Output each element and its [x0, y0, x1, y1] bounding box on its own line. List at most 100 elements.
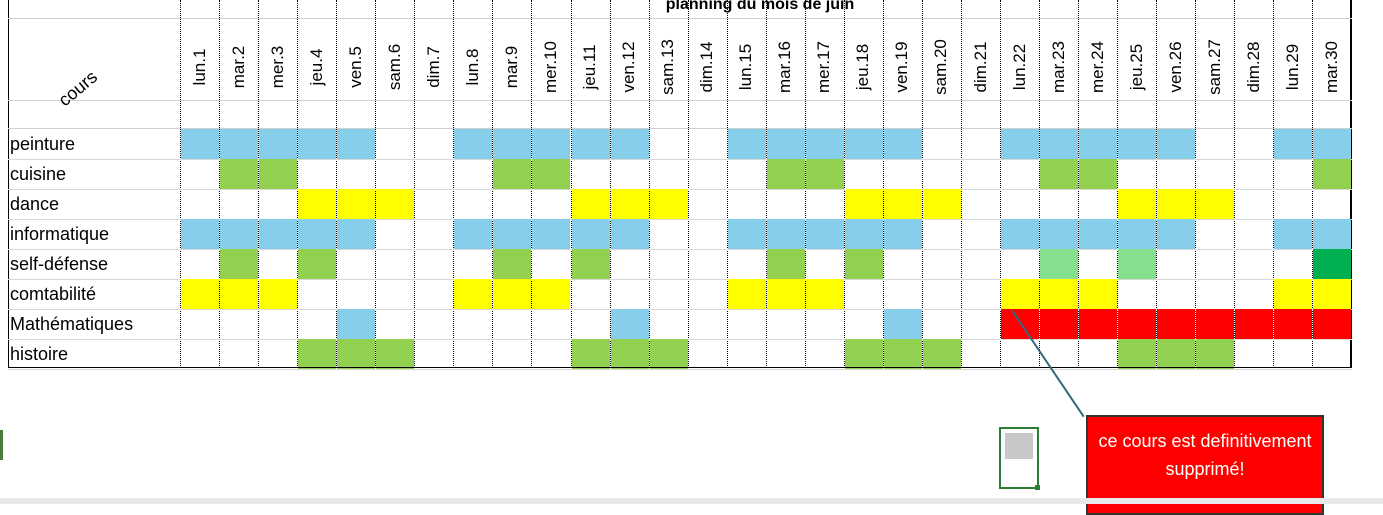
schedule-cell[interactable]	[220, 279, 259, 309]
day-header[interactable]: dim.28	[1234, 32, 1273, 102]
schedule-cell[interactable]	[844, 219, 883, 249]
day-header[interactable]: mer.17	[805, 32, 844, 102]
schedule-cell[interactable]	[1274, 309, 1313, 339]
schedule-cell[interactable]	[1313, 309, 1352, 339]
schedule-cell[interactable]	[1040, 129, 1079, 159]
schedule-cell[interactable]	[298, 339, 337, 369]
schedule-cell[interactable]	[1118, 339, 1157, 369]
schedule-cell[interactable]	[1196, 189, 1235, 219]
resize-handle[interactable]	[1035, 485, 1040, 490]
schedule-cell[interactable]	[805, 279, 844, 309]
schedule-cell[interactable]	[1157, 309, 1196, 339]
schedule-cell[interactable]	[1274, 219, 1313, 249]
schedule-cell[interactable]	[1040, 249, 1079, 279]
schedule-cell[interactable]	[376, 339, 415, 369]
schedule-cell[interactable]	[1001, 219, 1040, 249]
schedule-cell[interactable]	[610, 309, 649, 339]
schedule-cell[interactable]	[571, 129, 610, 159]
row-label[interactable]: Mathématiques	[10, 314, 134, 334]
schedule-cell[interactable]	[337, 309, 376, 339]
schedule-cell[interactable]	[571, 249, 610, 279]
day-header[interactable]: mar.16	[766, 32, 805, 102]
schedule-cell[interactable]	[1040, 309, 1079, 339]
schedule-cell[interactable]	[1079, 129, 1118, 159]
schedule-cell[interactable]	[220, 159, 259, 189]
schedule-cell[interactable]	[532, 129, 571, 159]
day-header[interactable]: mar.2	[219, 32, 258, 102]
schedule-cell[interactable]	[220, 219, 259, 249]
schedule-cell[interactable]	[1079, 309, 1118, 339]
schedule-cell[interactable]	[766, 279, 805, 309]
schedule-cell[interactable]	[493, 249, 532, 279]
schedule-cell[interactable]	[883, 129, 922, 159]
day-header[interactable]: mar.30	[1312, 32, 1351, 102]
schedule-cell[interactable]	[1313, 129, 1352, 159]
schedule-cell[interactable]	[1313, 279, 1352, 309]
schedule-cell[interactable]	[493, 279, 532, 309]
schedule-cell[interactable]	[298, 219, 337, 249]
day-header[interactable]: lun.8	[453, 32, 492, 102]
day-header[interactable]: mar.9	[492, 32, 531, 102]
schedule-cell[interactable]	[1235, 309, 1274, 339]
day-header[interactable]: lun.29	[1273, 32, 1312, 102]
schedule-cell[interactable]	[298, 189, 337, 219]
schedule-cell[interactable]	[1157, 129, 1196, 159]
day-header[interactable]: sam.13	[649, 32, 688, 102]
schedule-cell[interactable]	[883, 219, 922, 249]
schedule-cell[interactable]	[1040, 219, 1079, 249]
schedule-cell[interactable]	[259, 159, 298, 189]
schedule-cell[interactable]	[805, 129, 844, 159]
schedule-cell[interactable]	[766, 159, 805, 189]
schedule-cell[interactable]	[1196, 339, 1235, 369]
schedule-cell[interactable]	[727, 279, 766, 309]
schedule-cell[interactable]	[766, 249, 805, 279]
day-header[interactable]: mar.23	[1039, 32, 1078, 102]
small-shape[interactable]	[999, 427, 1040, 490]
schedule-cell[interactable]	[1001, 129, 1040, 159]
row-label[interactable]: self-défense	[10, 254, 109, 274]
schedule-cell[interactable]	[493, 159, 532, 189]
schedule-cell[interactable]	[883, 339, 922, 369]
schedule-cell[interactable]	[1118, 129, 1157, 159]
schedule-cell[interactable]	[454, 219, 493, 249]
schedule-cell[interactable]	[610, 189, 649, 219]
schedule-cell[interactable]	[883, 309, 922, 339]
day-header[interactable]: mer.3	[258, 32, 297, 102]
row-label[interactable]: dance	[10, 194, 60, 214]
day-header[interactable]: dim.7	[414, 32, 453, 102]
day-header[interactable]: sam.6	[375, 32, 414, 102]
schedule-cell[interactable]	[493, 219, 532, 249]
schedule-cell[interactable]	[1196, 309, 1235, 339]
schedule-cell[interactable]	[1157, 339, 1196, 369]
schedule-cell[interactable]	[337, 189, 376, 219]
schedule-cell[interactable]	[1313, 219, 1352, 249]
schedule-cell[interactable]	[1157, 189, 1196, 219]
day-header[interactable]: lun.15	[727, 32, 766, 102]
day-header[interactable]: sam.20	[922, 32, 961, 102]
day-header[interactable]: sam.27	[1195, 32, 1234, 102]
schedule-cell[interactable]	[1118, 249, 1157, 279]
row-label[interactable]: histoire	[10, 344, 69, 364]
schedule-cell[interactable]	[610, 219, 649, 249]
schedule-cell[interactable]	[1040, 279, 1079, 309]
day-header[interactable]: mer.10	[531, 32, 570, 102]
schedule-cell[interactable]	[1118, 189, 1157, 219]
schedule-cell[interactable]	[844, 249, 883, 279]
schedule-cell[interactable]	[181, 219, 220, 249]
schedule-cell[interactable]	[571, 189, 610, 219]
schedule-cell[interactable]	[259, 219, 298, 249]
schedule-cell[interactable]	[649, 189, 688, 219]
schedule-cell[interactable]	[181, 129, 220, 159]
day-header[interactable]: jeu.25	[1117, 32, 1156, 102]
schedule-cell[interactable]	[532, 279, 571, 309]
schedule-cell[interactable]	[259, 279, 298, 309]
schedule-cell[interactable]	[259, 129, 298, 159]
schedule-cell[interactable]	[220, 249, 259, 279]
schedule-cell[interactable]	[1079, 279, 1118, 309]
day-header[interactable]: lun.1	[180, 32, 219, 102]
schedule-cell[interactable]	[922, 339, 961, 369]
schedule-cell[interactable]	[844, 339, 883, 369]
schedule-cell[interactable]	[844, 189, 883, 219]
schedule-cell[interactable]	[454, 129, 493, 159]
schedule-cell[interactable]	[532, 219, 571, 249]
